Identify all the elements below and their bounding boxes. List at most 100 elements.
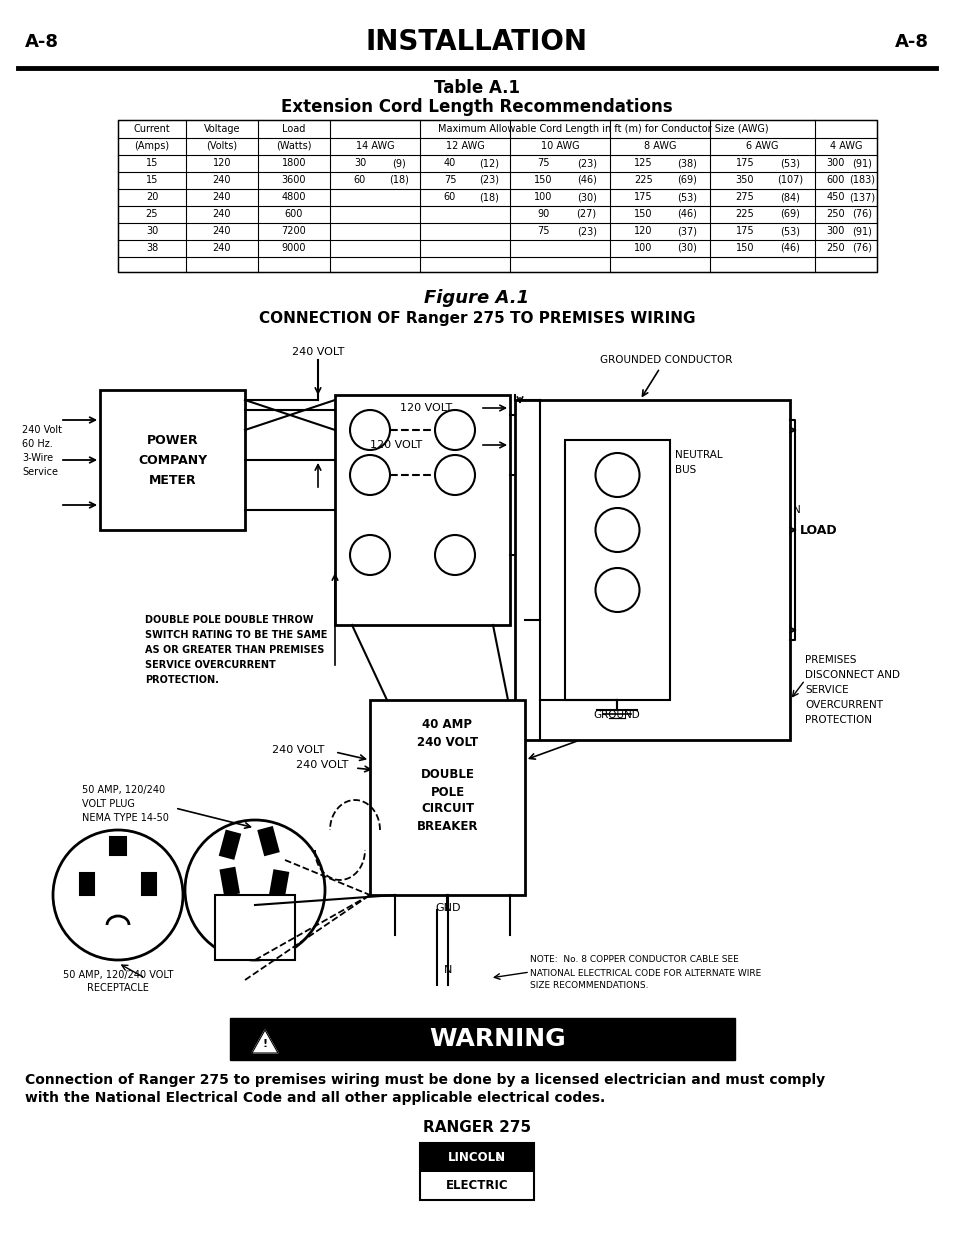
Text: (Volts): (Volts) xyxy=(206,141,237,151)
Text: 240: 240 xyxy=(213,243,231,253)
Bar xyxy=(80,873,94,895)
Bar xyxy=(142,873,156,895)
Text: (38): (38) xyxy=(676,158,696,168)
Text: 90: 90 xyxy=(537,209,549,219)
Text: 25: 25 xyxy=(146,209,158,219)
Text: (91): (91) xyxy=(852,158,872,168)
Text: 60: 60 xyxy=(443,191,456,203)
Text: 60 Hz.: 60 Hz. xyxy=(22,438,52,450)
Bar xyxy=(420,1144,533,1172)
Text: DOUBLE: DOUBLE xyxy=(420,768,474,782)
Text: 175: 175 xyxy=(735,158,754,168)
Text: GROUNDED CONDUCTOR: GROUNDED CONDUCTOR xyxy=(599,354,732,366)
Bar xyxy=(258,827,278,855)
Text: (18): (18) xyxy=(389,175,409,185)
Text: Voltage: Voltage xyxy=(204,124,240,135)
Bar xyxy=(110,837,126,855)
Text: (30): (30) xyxy=(676,243,696,253)
Text: (76): (76) xyxy=(852,243,872,253)
Text: (53): (53) xyxy=(780,158,800,168)
Text: 30: 30 xyxy=(354,158,366,168)
Text: (Watts): (Watts) xyxy=(276,141,312,151)
Text: 12 AWG: 12 AWG xyxy=(445,141,484,151)
Text: 240 Volt: 240 Volt xyxy=(22,425,62,435)
Text: 30: 30 xyxy=(146,226,158,236)
Text: 125: 125 xyxy=(634,158,652,168)
Text: INSTALLATION: INSTALLATION xyxy=(366,28,587,56)
Text: 9000: 9000 xyxy=(281,243,306,253)
Text: NOTE:  No. 8 COPPER CONDUCTOR CABLE SEE: NOTE: No. 8 COPPER CONDUCTOR CABLE SEE xyxy=(530,956,738,965)
Text: Service: Service xyxy=(22,467,58,477)
Text: LINCOLN: LINCOLN xyxy=(448,1151,505,1163)
Text: (84): (84) xyxy=(780,191,800,203)
Text: N: N xyxy=(443,965,452,974)
Text: 8 AWG: 8 AWG xyxy=(643,141,676,151)
Bar xyxy=(220,868,238,895)
Text: N: N xyxy=(792,505,800,515)
Text: 38: 38 xyxy=(146,243,158,253)
Text: 120: 120 xyxy=(634,226,652,236)
Text: SIZE RECOMMENDATIONS.: SIZE RECOMMENDATIONS. xyxy=(530,982,648,990)
Text: (107): (107) xyxy=(777,175,802,185)
Text: (37): (37) xyxy=(676,226,696,236)
Text: 75: 75 xyxy=(537,158,549,168)
Text: 240: 240 xyxy=(213,191,231,203)
Text: 150: 150 xyxy=(634,209,652,219)
Text: 120 VOLT: 120 VOLT xyxy=(370,440,422,450)
Bar xyxy=(118,120,876,272)
Text: POLE: POLE xyxy=(430,785,464,799)
Text: (23): (23) xyxy=(576,158,596,168)
Text: BREAKER: BREAKER xyxy=(416,820,477,832)
Text: 100: 100 xyxy=(534,191,552,203)
Bar xyxy=(335,395,510,625)
Text: (183): (183) xyxy=(848,175,875,185)
Bar xyxy=(270,871,288,898)
Text: PROTECTION.: PROTECTION. xyxy=(145,676,218,685)
Text: (137): (137) xyxy=(848,191,875,203)
Text: Load: Load xyxy=(282,124,305,135)
Text: A-8: A-8 xyxy=(25,33,59,51)
Bar xyxy=(419,1144,534,1200)
Text: Figure A.1: Figure A.1 xyxy=(424,289,529,308)
Text: RECEPTACLE: RECEPTACLE xyxy=(87,983,149,993)
Text: 4800: 4800 xyxy=(281,191,306,203)
Text: 240: 240 xyxy=(213,209,231,219)
Text: (30): (30) xyxy=(577,191,596,203)
Text: Extension Cord Length Recommendations: Extension Cord Length Recommendations xyxy=(281,98,672,116)
Text: (12): (12) xyxy=(478,158,498,168)
Text: (69): (69) xyxy=(780,209,800,219)
Text: (18): (18) xyxy=(478,191,498,203)
Text: 240 VOLT: 240 VOLT xyxy=(416,736,477,748)
Text: WARNING: WARNING xyxy=(429,1028,565,1051)
Text: Connection of Ranger 275 to premises wiring must be done by a licensed electrici: Connection of Ranger 275 to premises wir… xyxy=(25,1073,824,1087)
Text: 1800: 1800 xyxy=(281,158,306,168)
Bar xyxy=(564,440,669,700)
Text: 250: 250 xyxy=(825,243,844,253)
Text: 10 AWG: 10 AWG xyxy=(540,141,578,151)
Text: (27): (27) xyxy=(576,209,597,219)
Text: SWITCH RATING TO BE THE SAME: SWITCH RATING TO BE THE SAME xyxy=(145,630,327,640)
Text: NEMA TYPE 14-50: NEMA TYPE 14-50 xyxy=(82,813,169,823)
Text: SERVICE: SERVICE xyxy=(804,685,848,695)
Text: 20: 20 xyxy=(146,191,158,203)
Text: (Amps): (Amps) xyxy=(134,141,170,151)
Bar xyxy=(100,390,245,530)
Bar xyxy=(230,1018,734,1060)
Text: 600: 600 xyxy=(825,175,844,185)
Text: DISCONNECT AND: DISCONNECT AND xyxy=(804,671,899,680)
Text: 40 AMP: 40 AMP xyxy=(422,719,472,731)
Bar xyxy=(220,831,240,858)
Text: GROUND: GROUND xyxy=(593,710,639,720)
Text: 300: 300 xyxy=(825,226,844,236)
Text: (46): (46) xyxy=(676,209,696,219)
Text: 350: 350 xyxy=(735,175,754,185)
Text: GND: GND xyxy=(435,903,460,913)
Text: 275: 275 xyxy=(735,191,754,203)
Text: NATIONAL ELECTRICAL CODE FOR ALTERNATE WIRE: NATIONAL ELECTRICAL CODE FOR ALTERNATE W… xyxy=(530,968,760,977)
Text: Table A.1: Table A.1 xyxy=(434,79,519,98)
Text: 250: 250 xyxy=(825,209,844,219)
Text: LOAD: LOAD xyxy=(800,524,837,536)
Text: Current: Current xyxy=(133,124,171,135)
Text: !: ! xyxy=(262,1039,267,1049)
Text: NEUTRAL: NEUTRAL xyxy=(675,450,721,459)
